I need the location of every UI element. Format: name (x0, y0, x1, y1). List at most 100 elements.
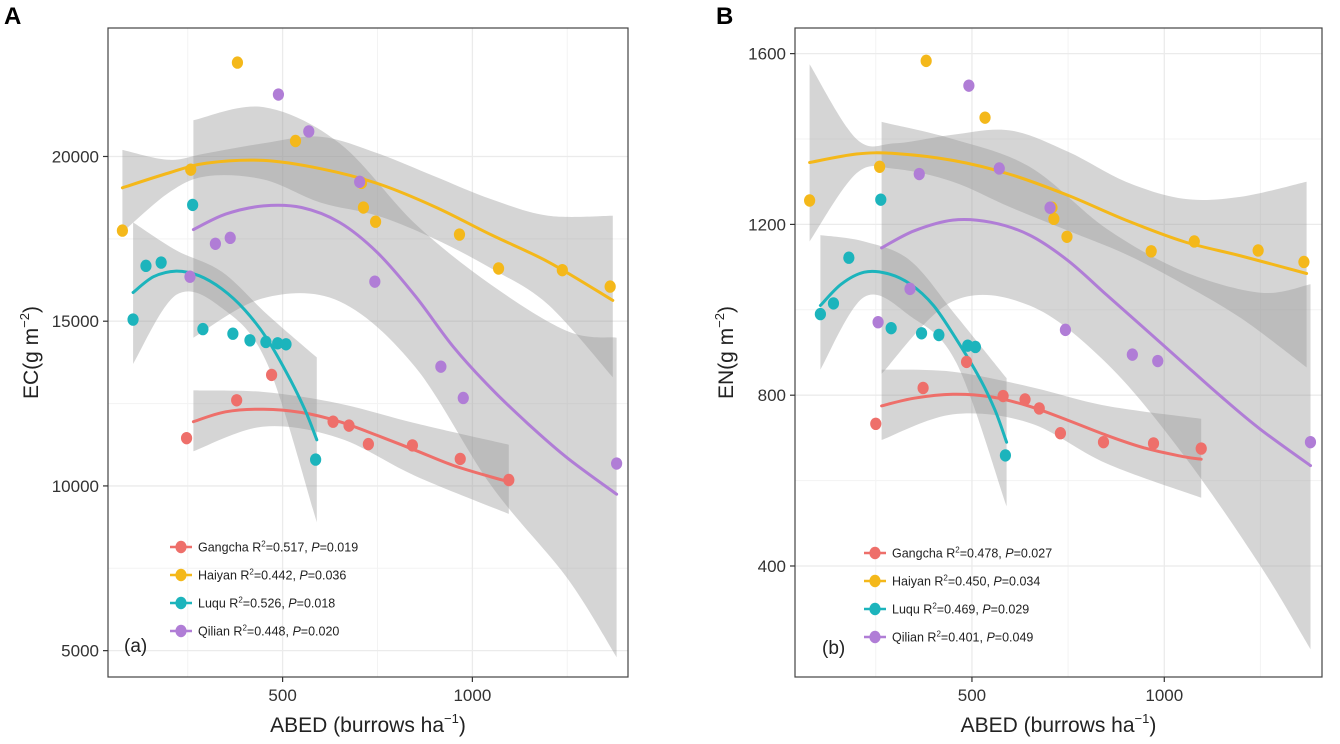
point-gangcha (343, 419, 355, 432)
x-axis-title: ABED (burrows ha−1) (961, 711, 1157, 737)
legend-p-value: =0.019 (320, 541, 359, 555)
legend-p-symbol: P (299, 569, 308, 583)
plot-background (795, 28, 1322, 677)
y-tick-label: 1200 (748, 215, 786, 234)
x-axis-title-sup: −1 (444, 711, 459, 726)
point-luqu (127, 313, 139, 326)
point-gangcha (1019, 393, 1031, 406)
grid (795, 28, 1322, 677)
confidence-band-gangcha (193, 390, 509, 514)
x-axis-title-close: ) (1149, 714, 1156, 737)
y-axis-title: EN(g m−2) (712, 306, 738, 399)
confidence-bands (122, 106, 617, 658)
x-axis-title-sup: −1 (1135, 711, 1150, 726)
legend-p-symbol: P (292, 625, 301, 639)
point-haiyan (604, 280, 616, 293)
fit-line-gangcha (191, 407, 511, 484)
point-haiyan (369, 215, 382, 228)
point-luqu (187, 198, 199, 212)
point-luqu (814, 307, 826, 321)
legend-p-symbol: P (311, 541, 320, 555)
confidence-band-haiyan (122, 136, 613, 378)
legend-r-value: =0.442, (254, 569, 300, 583)
point-luqu (260, 335, 272, 349)
sub-label: (b) (822, 638, 845, 659)
legend-name: Qilian R (892, 631, 936, 645)
confidence-band-gangcha (881, 369, 1202, 498)
x-axis-title-close: ) (459, 714, 466, 737)
point-haiyan (357, 201, 370, 214)
legend-p-value: =0.036 (308, 569, 347, 583)
sub-label: (a) (124, 636, 147, 657)
legend-r-value: =0.401, (941, 631, 987, 645)
legend-item-luqu: Luqu R2=0.526, P=0.018 (170, 596, 335, 611)
point-gangcha (231, 394, 243, 407)
point-luqu (969, 340, 982, 354)
point-gangcha (265, 368, 278, 382)
panel-b: 500 1000 400 800 1200 1600 ABED (burrows ha−1)… (712, 27, 1323, 737)
x-axis-title-main: ABED (burrows ha (270, 714, 444, 737)
legend-r-sup: 2 (249, 568, 254, 577)
legend-r-sup: 2 (261, 540, 266, 549)
legend-item-gangcha: Gangcha R2=0.478, P=0.027 (864, 546, 1052, 561)
y-tick-label: 5000 (61, 642, 99, 661)
point-haiyan (492, 262, 505, 275)
legend-label: Gangcha R2=0.478, P=0.027 (892, 546, 1052, 561)
fit-line-luqu (818, 269, 1009, 444)
fit-lines (808, 151, 1312, 468)
point-gangcha (454, 452, 466, 466)
point-haiyan (289, 134, 302, 148)
y-axis-title: EC(g m−2) (17, 306, 43, 399)
legend-name: Haiyan R (892, 575, 943, 589)
point-qilian (993, 162, 1005, 175)
legend-item-haiyan: Haiyan R2=0.450, P=0.034 (864, 574, 1040, 589)
point-gangcha (1195, 442, 1207, 455)
legend-name: Luqu R (198, 597, 238, 611)
legend-p-symbol: P (986, 631, 995, 645)
legend-marker (175, 624, 187, 638)
point-gangcha (503, 473, 515, 487)
legend-label: Qilian R2=0.448, P=0.020 (198, 624, 339, 639)
point-gangcha (327, 415, 339, 428)
point-haiyan (453, 228, 466, 241)
x-axis-title: ABED (burrows ha−1) (270, 711, 466, 737)
point-gangcha (1147, 437, 1160, 450)
point-luqu (272, 337, 284, 350)
axes: 500 1000 400 800 1200 1600 ABED (burrows ha−1)… (712, 45, 1183, 737)
point-haiyan (1061, 230, 1073, 243)
point-haiyan (185, 163, 197, 176)
legend-r-value: =0.517, (266, 541, 312, 555)
point-qilian (209, 237, 222, 250)
legend-name: Luqu R (892, 603, 932, 617)
legend-marker (869, 546, 881, 560)
point-gangcha (1054, 426, 1067, 440)
point-haiyan (231, 56, 244, 69)
axes: 500 1000 5000 10000 15000 20000 ABED (burrows … (17, 147, 491, 737)
data-points (804, 54, 1317, 462)
fit-line-qilian (880, 218, 1312, 468)
legend-marker (175, 540, 187, 554)
legend-label: Haiyan R2=0.442, P=0.036 (198, 568, 346, 583)
y-tick-label: 1600 (748, 45, 786, 64)
x-tick-label: 1000 (453, 686, 491, 705)
point-qilian (457, 391, 469, 405)
legend: Gangcha R2=0.517, P=0.019 Haiyan R2=0.442… (170, 540, 358, 639)
y-tick-label: 800 (758, 386, 786, 405)
legend-label: Gangcha R2=0.517, P=0.019 (198, 540, 358, 555)
legend-name: Gangcha R (892, 547, 955, 561)
point-luqu (227, 327, 239, 340)
confidence-band-qilian (881, 121, 1311, 650)
point-qilian (369, 275, 381, 288)
x-tick-label: 500 (958, 686, 986, 705)
point-qilian (904, 282, 916, 296)
point-gangcha (406, 439, 419, 452)
legend-r-sup: 2 (242, 624, 247, 633)
point-luqu (310, 453, 322, 466)
y-tick-label: 400 (758, 557, 786, 576)
x-axis-title-main: ABED (burrows ha (961, 714, 1135, 737)
point-luqu (885, 321, 897, 335)
panel-a: 500 1000 5000 10000 15000 20000 ABED (burrows … (17, 27, 629, 737)
legend-marker (869, 630, 881, 644)
point-gangcha (960, 355, 973, 369)
